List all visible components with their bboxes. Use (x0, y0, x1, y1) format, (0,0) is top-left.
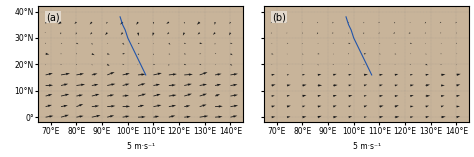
Text: (a): (a) (46, 12, 60, 22)
Text: 5 m·s⁻¹: 5 m·s⁻¹ (353, 142, 381, 151)
Text: 5 m·s⁻¹: 5 m·s⁻¹ (127, 142, 155, 151)
Text: (b): (b) (272, 12, 286, 22)
